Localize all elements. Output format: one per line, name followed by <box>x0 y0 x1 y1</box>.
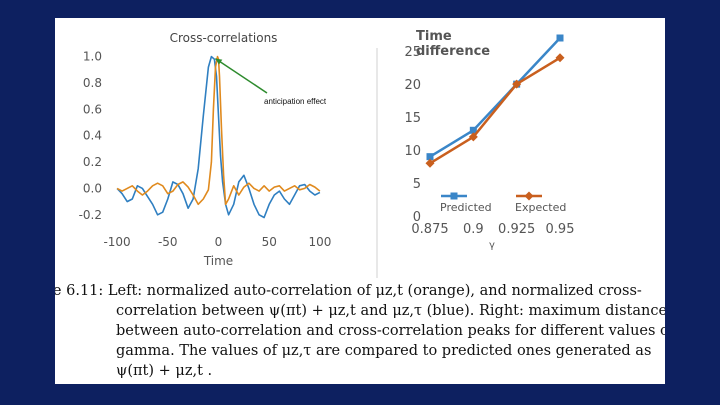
figure-caption: re 6.11: Left: normalized auto-correlati… <box>55 281 665 381</box>
chart-title-line-1: Time <box>416 29 452 44</box>
predicted-point-0 <box>426 153 434 161</box>
y-tick-label-2: 10 <box>404 144 421 159</box>
x-tick-label-2: 0.925 <box>498 222 535 237</box>
expected-point-2 <box>512 79 522 89</box>
x-tick-label-1: -50 <box>158 235 178 249</box>
predicted-point-1 <box>469 126 477 134</box>
figure-panel: Cross-correlations 1.0 0.8 0.6 0.4 0.2 0.0 -0.2… <box>55 18 665 384</box>
expected-point-1 <box>468 132 478 142</box>
annotation-label: anticipation effect <box>264 97 327 106</box>
chart-title-line-2: difference <box>416 44 490 59</box>
y-tick-label-3: 0.4 <box>83 129 102 143</box>
x-tick-label-1: 0.9 <box>463 222 484 237</box>
expected-point-0 <box>425 158 435 168</box>
y-tick-label-4: 20 <box>404 78 421 93</box>
expected-line <box>429 56 561 165</box>
y-tick-label-0: 0 <box>413 210 421 225</box>
x-tick-label-3: 0.95 <box>546 222 575 237</box>
y-tick-label-1: 5 <box>413 177 421 192</box>
x-axis-title: Time <box>203 254 233 268</box>
y-tick-label-6: -0.2 <box>79 208 102 222</box>
y-tick-label-4: 0.2 <box>83 155 102 169</box>
x-axis-title: γ <box>489 240 495 251</box>
caption-line-3: between auto-correlation and cross-corre… <box>116 323 665 339</box>
x-tick-label-0: -100 <box>103 235 130 249</box>
predicted-line <box>429 37 561 158</box>
expected-legend-label: Expected <box>515 201 566 214</box>
caption-line-1: re 6.11: Left: normalized auto-correlati… <box>55 283 642 299</box>
figure-charts: Cross-correlations 1.0 0.8 0.6 0.4 0.2 0.0 -0.2… <box>79 29 574 278</box>
x-tick-label-3: 50 <box>262 235 277 249</box>
caption-line-4: gamma. The values of μz,τ are compared t… <box>116 343 652 359</box>
y-tick-label-2: 0.6 <box>83 102 102 116</box>
x-tick-label-0: 0.875 <box>411 222 448 237</box>
chart-title: Cross-correlations <box>170 31 278 45</box>
annotation-arrow <box>214 57 268 94</box>
x-tick-label-2: 0 <box>215 235 223 249</box>
cross-correlation-chart: Cross-correlations 1.0 0.8 0.6 0.4 0.2 0.0 -0.2… <box>79 31 332 268</box>
caption-line-2: correlation between ψ(πt) + μz,t and μz,… <box>116 303 665 319</box>
y-tick-label-5: 25 <box>404 45 421 60</box>
y-tick-label-0: 1.0 <box>83 50 102 64</box>
caption-line-5: ψ(πt) + μz,t . <box>116 363 213 379</box>
y-tick-label-3: 15 <box>404 111 421 126</box>
y-tick-label-1: 0.8 <box>83 76 102 90</box>
predicted-legend-label: Predicted <box>440 201 492 214</box>
predicted-point-3 <box>556 34 564 42</box>
expected-point-3 <box>555 53 565 63</box>
annotation-arrow-head <box>215 58 223 65</box>
cross-correlation-line <box>116 55 321 219</box>
predicted-legend-marker <box>450 192 458 200</box>
x-tick-label-4: 100 <box>308 235 331 249</box>
expected-legend-marker <box>524 191 534 201</box>
y-tick-label-5: 0.0 <box>83 181 102 195</box>
